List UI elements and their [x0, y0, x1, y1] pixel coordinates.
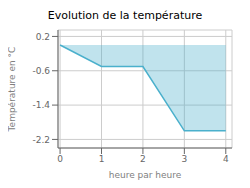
- svg-text:0: 0: [57, 154, 63, 164]
- svg-text:Température en °C: Température en °C: [8, 47, 17, 133]
- svg-text:-2.2: -2.2: [32, 135, 50, 145]
- svg-text:-0.6: -0.6: [32, 66, 50, 76]
- svg-text:4: 4: [223, 154, 229, 164]
- svg-text:1: 1: [99, 154, 105, 164]
- svg-text:-1.4: -1.4: [32, 100, 50, 110]
- svg-text:2: 2: [140, 154, 146, 164]
- svg-text:0.2: 0.2: [36, 32, 50, 42]
- html-text:Evolution de la température: Evolution de la température: [47, 9, 203, 22]
- svg-text:3: 3: [181, 154, 187, 164]
- svg-text:heure par heure: heure par heure: [109, 170, 182, 180]
